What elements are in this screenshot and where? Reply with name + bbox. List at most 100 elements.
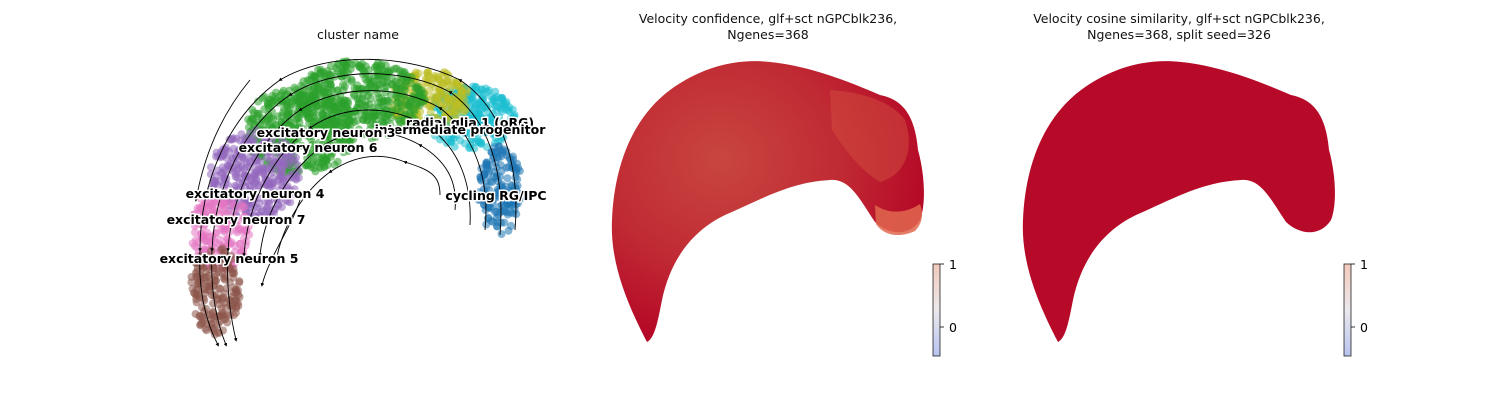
cell-point (514, 164, 523, 173)
cell-point (234, 291, 243, 299)
cluster-label-en4: excitatory neuron 4 (186, 186, 325, 201)
cell-point (468, 96, 477, 105)
cell-point (493, 222, 501, 231)
cell-point (405, 99, 414, 108)
panel2-title-line2: Ngenes=368 (727, 27, 808, 42)
cell-point (200, 296, 209, 305)
cell-point (397, 70, 406, 79)
colorbar-cosine-tick-1: 1 (1360, 257, 1368, 272)
cosine-embedding (1022, 61, 1335, 342)
cell-point (397, 99, 406, 108)
cluster-label-en7: excitatory neuron 7 (167, 212, 306, 227)
cell-point (318, 110, 327, 119)
cell-point (503, 210, 512, 219)
colorbar-confidence: 1 0 (932, 257, 957, 357)
cell-point (507, 114, 516, 123)
cell-point (329, 102, 338, 111)
cell-point (192, 259, 201, 268)
cell-point (373, 65, 382, 74)
cluster-label-en6: excitatory neuron 6 (239, 140, 378, 155)
cell-point (226, 161, 235, 170)
cell-point (375, 93, 384, 102)
cell-point (222, 284, 231, 293)
cell-point (198, 314, 207, 323)
cell-point (516, 194, 525, 203)
streamline (274, 155, 441, 264)
cell-point (305, 85, 314, 94)
cell-point (424, 72, 433, 80)
cell-point (223, 310, 232, 319)
cell-point (447, 137, 456, 146)
cell-point (482, 220, 491, 229)
cell-point (504, 226, 513, 235)
cell-point (443, 94, 452, 103)
cell-point (322, 154, 331, 163)
cell-point (503, 174, 512, 183)
cell-point (471, 138, 480, 147)
cell-point (373, 81, 382, 90)
cell-point (327, 62, 335, 71)
cell-point (194, 290, 202, 299)
cell-point (477, 104, 486, 113)
cell-point (484, 214, 492, 223)
cell-point (216, 236, 225, 244)
cell-point (486, 118, 495, 127)
cell-point (401, 78, 410, 86)
cell-point (230, 269, 239, 278)
cell-point (219, 168, 227, 177)
cell-point (382, 82, 391, 91)
cell-point (501, 124, 510, 133)
cell-point (465, 129, 474, 138)
cell-point (219, 274, 228, 283)
cell-point (498, 96, 507, 105)
colorbar-confidence-tick-0: 0 (949, 320, 957, 335)
cell-point (351, 59, 360, 68)
cell-point (357, 64, 366, 73)
cell-point (269, 96, 278, 105)
cell-point (202, 267, 211, 276)
cell-point (506, 186, 515, 195)
cell-point (434, 75, 443, 83)
cell-point (339, 113, 347, 122)
cell-point (242, 237, 251, 246)
cell-point (478, 94, 487, 102)
cell-point (364, 66, 373, 75)
confidence-low-region (875, 204, 923, 236)
cell-point (260, 164, 269, 173)
cluster-label-en3: excitatory neuron 3 (257, 125, 396, 140)
cell-point (492, 191, 501, 200)
panel2-title-line1: Velocity confidence, glf+sct nGPCblk236, (639, 11, 897, 26)
cell-point (254, 109, 263, 118)
cell-point (201, 324, 210, 333)
cluster-label-cyc: cycling RG/IPC (445, 188, 546, 203)
panel1-title: cluster name (317, 27, 399, 42)
cell-point (342, 102, 351, 110)
cell-point (488, 155, 497, 163)
cell-point (477, 138, 486, 147)
cell-point (357, 110, 366, 119)
cell-point (286, 100, 295, 109)
cell-point (229, 154, 238, 163)
cell-point (294, 173, 303, 182)
cell-point (453, 82, 462, 90)
panel3-title-line2: Ngenes=368, split seed=326 (1087, 27, 1271, 42)
streamline (194, 79, 251, 202)
cell-point (312, 97, 321, 106)
panel-velocity-cosine: Velocity cosine similarity, glf+sct nGPC… (1022, 11, 1335, 342)
panel-velocity-confidence: Velocity confidence, glf+sct nGPCblk236,… (611, 11, 924, 342)
cell-point (482, 177, 491, 186)
cell-point (214, 294, 223, 303)
colorbar-cosine: 1 0 (1343, 257, 1368, 357)
cell-point (493, 103, 502, 111)
cell-point (367, 94, 375, 103)
cell-point (279, 160, 288, 169)
colorbar-confidence-tick-1: 1 (949, 257, 957, 272)
cluster-labels: radial glia 1 (oRG) intermediate progeni… (158, 114, 548, 268)
confidence-mid-region (830, 90, 909, 182)
cell-point (278, 89, 287, 97)
cell-point (369, 107, 378, 116)
cell-point (493, 149, 502, 158)
cell-point (386, 66, 395, 75)
cell-point (482, 128, 491, 137)
